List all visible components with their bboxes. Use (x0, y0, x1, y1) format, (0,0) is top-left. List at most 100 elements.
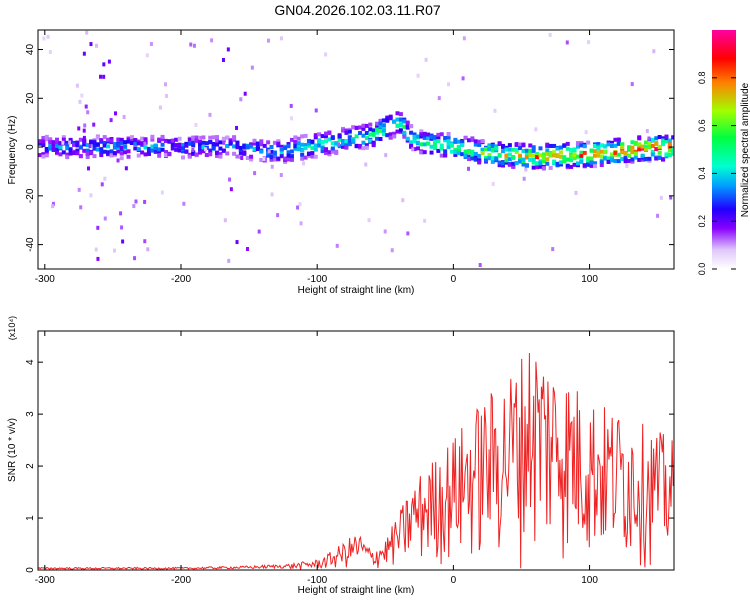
heatmap-cell (368, 122, 373, 127)
heatmap-cells (38, 30, 674, 268)
heatmap-cell (524, 152, 529, 157)
heatmap-cell (122, 115, 126, 120)
heatmap-cell (174, 137, 179, 142)
heatmap-cell (599, 160, 604, 165)
heatmap-cell (149, 42, 153, 47)
heatmap-cell (327, 137, 332, 142)
heatmap-cell (473, 157, 478, 162)
heatmap-cell (654, 142, 659, 147)
heatmap-cell (531, 160, 536, 165)
heatmap-cell (351, 138, 356, 143)
heatmap-cell (215, 153, 220, 158)
heatmap-cell (191, 135, 196, 140)
heatmap-cell (120, 145, 124, 150)
heatmap-cell (606, 142, 611, 147)
heatmap-cell (327, 152, 332, 157)
heatmap-cell (395, 111, 400, 116)
heatmap-cell (286, 155, 291, 160)
heatmap-cell (645, 129, 649, 134)
heatmap-cell (306, 141, 311, 146)
heatmap-cell (221, 57, 225, 62)
heatmap-cell (85, 154, 90, 159)
heatmap-cell (293, 144, 298, 149)
heatmap-cell (269, 157, 274, 162)
heatmap-cell (491, 181, 495, 186)
heatmap-cell (177, 136, 182, 141)
heatmap-cell (616, 159, 621, 164)
heatmap-cell (424, 57, 428, 62)
heatmap-cell (426, 132, 431, 137)
heatmap-cell (364, 143, 369, 148)
heatmap-cell (347, 142, 352, 147)
heatmap-cell (191, 147, 195, 152)
heatmap-cell (511, 164, 516, 169)
heatmap-cell (48, 144, 53, 149)
heatmap-cell (41, 143, 46, 148)
heatmap-cell (330, 149, 335, 154)
heatmap-cell (272, 157, 277, 162)
heatmap-cell (423, 218, 427, 223)
heatmap-cell (334, 149, 339, 154)
heatmap-cell (143, 239, 147, 244)
heatmap-cell (667, 153, 672, 158)
heatmap-cell (41, 139, 46, 144)
heatmap-cell (484, 147, 489, 152)
heatmap-cell (456, 148, 461, 153)
y-tick-label: -40 (25, 237, 36, 252)
heatmap-cell (106, 137, 111, 142)
heatmap-cell (398, 117, 403, 122)
heatmap-cell (96, 256, 100, 261)
heatmap-cell (487, 153, 492, 158)
heatmap-cell (569, 153, 574, 158)
heatmap-cell (194, 122, 198, 127)
heatmap-cell (384, 153, 388, 158)
heatmap-cell (92, 122, 96, 127)
heatmap-cell (524, 155, 529, 160)
heatmap-cell (473, 142, 478, 147)
heatmap-cell (313, 147, 318, 152)
heatmap-cell (272, 140, 277, 145)
heatmap-cell (507, 152, 512, 157)
heatmap-cell (429, 135, 434, 140)
heatmap-cell (385, 118, 390, 123)
heatmap-cell (109, 138, 114, 143)
heatmap-cell (177, 148, 182, 153)
heatmap-cell (364, 123, 369, 128)
heatmap-cell (44, 148, 49, 153)
heatmap-cell (191, 143, 196, 148)
heatmap-cell (565, 157, 570, 162)
heatmap-cell (511, 161, 516, 166)
heatmap-cell (358, 125, 363, 130)
heatmap-cell (470, 149, 475, 154)
heatmap-cell (419, 150, 424, 155)
heatmap-cell (654, 136, 659, 141)
spectrogram-x-ticks: -300 -200 -100 0 100 (35, 30, 598, 285)
heatmap-cell (548, 153, 553, 158)
heatmap-cell (262, 143, 267, 148)
heatmap-cell (383, 229, 387, 234)
heatmap-cell (146, 247, 150, 252)
snr-x-label: Height of straight line (km) (298, 585, 415, 596)
heatmap-cell (272, 150, 277, 155)
x-tick-label: -300 (35, 575, 55, 586)
heatmap-cell (89, 150, 94, 155)
heatmap-cell (215, 138, 220, 143)
heatmap-cell (497, 160, 502, 165)
heatmap-cell (592, 149, 597, 154)
heatmap-cell (211, 135, 216, 140)
heatmap-cell (620, 142, 625, 147)
heatmap-cell (647, 144, 652, 149)
heatmap-cell (323, 134, 328, 139)
heatmap-cell (640, 144, 645, 149)
heatmap-cell (55, 144, 60, 149)
heatmap-cell (65, 146, 70, 151)
heatmap-cell (630, 157, 635, 162)
heatmap-cell (163, 153, 168, 158)
heatmap-cell (167, 152, 172, 157)
heatmap-cell (456, 151, 461, 156)
heatmap-cell (102, 149, 107, 154)
heatmap-cell (153, 148, 158, 153)
heatmap-cell (552, 143, 557, 148)
heatmap-cell (145, 53, 149, 58)
heatmap-cell (388, 132, 393, 137)
